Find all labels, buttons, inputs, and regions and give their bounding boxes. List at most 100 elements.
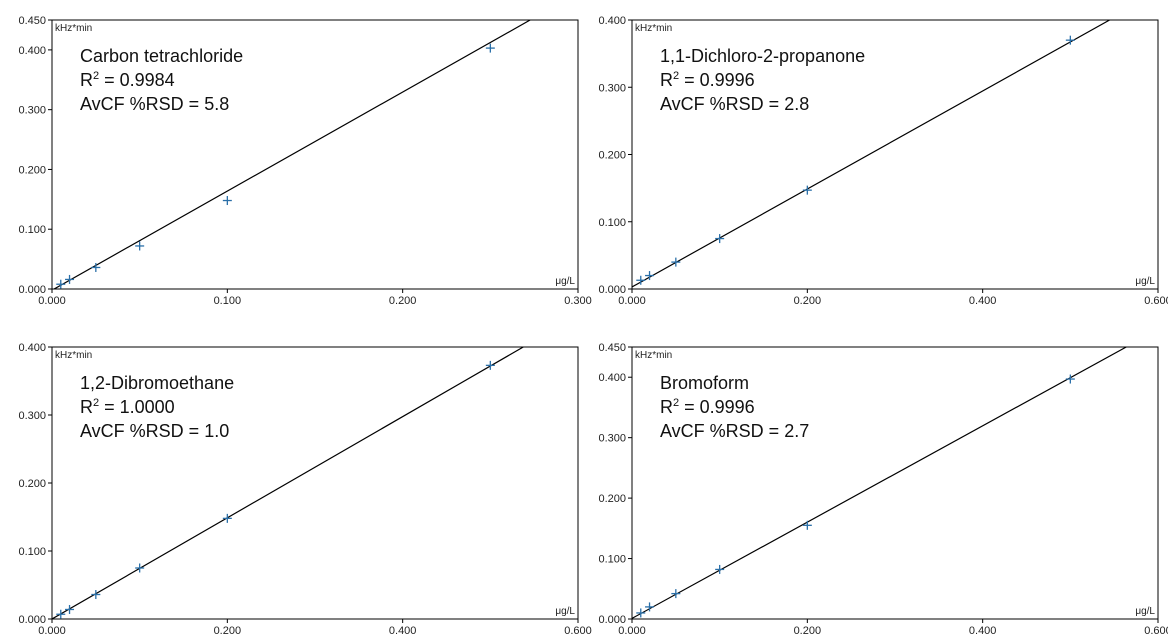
r-squared-value: = 1.0000 [99, 397, 175, 417]
y-tick-label: 0.400 [18, 342, 46, 354]
r-squared-text: R2 = 0.9984 [80, 70, 175, 90]
y-tick-label: 0.300 [598, 433, 626, 445]
r-squared-text: R2 = 0.9996 [660, 70, 755, 90]
data-point [56, 609, 66, 619]
y-tick-label: 0.100 [18, 224, 46, 236]
x-tick-label: 0.000 [38, 295, 66, 307]
data-point [802, 520, 812, 530]
y-tick-label: 0.000 [598, 614, 626, 626]
r-squared-value: = 0.9996 [679, 397, 755, 417]
chart-panel-2: 0.000 0.100 0.200 0.300 0.400 0.000 0.200 0.400… [598, 15, 1168, 307]
y-tick-label: 0.300 [18, 410, 46, 422]
x-tick-label: 0.400 [389, 625, 417, 637]
y-tick-label: 0.400 [598, 372, 626, 384]
x-axis-unit: μg/L [1135, 276, 1155, 287]
data-point [222, 513, 232, 523]
compound-name: Bromoform [660, 373, 749, 393]
y-tick-label: 0.400 [18, 45, 46, 57]
y-axis-unit: kHz*min [55, 350, 92, 361]
r-squared-superscript: 2 [673, 70, 679, 82]
data-point [91, 262, 101, 272]
y-tick-label: 0.200 [598, 150, 626, 162]
data-point [636, 608, 646, 618]
x-tick-label: 0.400 [969, 295, 997, 307]
r-squared-superscript: 2 [93, 397, 99, 409]
r-squared-label: R [660, 70, 673, 90]
plot-frame [51, 19, 579, 290]
y-tick-label: 0.450 [18, 15, 46, 27]
r-squared-text: R2 = 0.9996 [660, 397, 755, 417]
x-axis-unit: μg/L [1135, 606, 1155, 617]
x-tick-label: 0.600 [564, 625, 592, 637]
x-tick-label: 0.000 [618, 625, 646, 637]
data-point [715, 564, 725, 574]
data-point [485, 43, 495, 53]
r-squared-superscript: 2 [93, 70, 99, 82]
data-point [645, 271, 655, 281]
y-tick-label: 0.400 [598, 15, 626, 27]
r-squared-value: = 0.9996 [679, 70, 755, 90]
x-tick-label: 0.200 [389, 295, 417, 307]
data-point [715, 234, 725, 244]
fit-line [52, 20, 531, 289]
y-axis-unit: kHz*min [55, 23, 92, 34]
x-tick-label: 0.600 [1144, 625, 1168, 637]
fit-line [52, 347, 524, 619]
y-tick-label: 0.200 [18, 164, 46, 176]
data-point [1065, 374, 1075, 384]
r-squared-label: R [80, 397, 93, 417]
data-point [802, 185, 812, 195]
plot-frame [631, 346, 1159, 620]
y-tick-label: 0.200 [598, 493, 626, 505]
y-tick-label: 0.200 [18, 478, 46, 490]
y-tick-label: 0.000 [598, 284, 626, 296]
x-tick-label: 0.200 [214, 625, 242, 637]
rsd-text: AvCF %RSD = 2.7 [660, 421, 809, 441]
y-tick-label: 0.100 [598, 554, 626, 566]
x-tick-label: 0.200 [794, 625, 822, 637]
y-tick-label: 0.100 [18, 546, 46, 558]
compound-name: 1,1-Dichloro-2-propanone [660, 46, 865, 66]
data-point [671, 257, 681, 267]
y-tick-label: 0.300 [18, 105, 46, 117]
rsd-text: AvCF %RSD = 2.8 [660, 94, 809, 114]
data-point [671, 589, 681, 599]
x-tick-label: 0.300 [564, 295, 592, 307]
rsd-text: AvCF %RSD = 5.8 [80, 94, 229, 114]
compound-name: 1,2-Dibromoethane [80, 373, 234, 393]
data-point [1065, 35, 1075, 45]
fit-line [632, 347, 1127, 619]
x-tick-label: 0.100 [214, 295, 242, 307]
x-axis-unit: μg/L [555, 606, 575, 617]
r-squared-value: = 0.9984 [99, 70, 175, 90]
x-tick-label: 0.200 [794, 295, 822, 307]
chart-panel-1: 0.000 0.100 0.200 0.300 0.400 0.450 0.000 0.100… [18, 15, 591, 307]
r-squared-text: R2 = 1.0000 [80, 397, 175, 417]
y-axis-unit: kHz*min [635, 23, 672, 34]
data-point [636, 275, 646, 285]
r-squared-superscript: 2 [673, 397, 679, 409]
data-point [222, 196, 232, 206]
data-point [56, 279, 66, 289]
data-point [65, 274, 75, 284]
y-axis-unit: kHz*min [635, 350, 672, 361]
y-tick-label: 0.450 [598, 342, 626, 354]
x-tick-label: 0.000 [38, 625, 66, 637]
r-squared-label: R [80, 70, 93, 90]
chart-panel-4: 0.000 0.100 0.200 0.300 0.400 0.450 0.000 0.200… [598, 342, 1168, 637]
data-point [645, 602, 655, 612]
chart-panel-3: 0.000 0.100 0.200 0.300 0.400 0.000 0.200 0.400… [18, 342, 591, 637]
compound-name: Carbon tetrachloride [80, 46, 243, 66]
data-point [135, 241, 145, 251]
data-point [135, 563, 145, 573]
y-tick-label: 0.000 [18, 614, 46, 626]
x-tick-label: 0.000 [618, 295, 646, 307]
fit-line [632, 20, 1110, 288]
y-tick-label: 0.100 [598, 217, 626, 229]
data-point [65, 604, 75, 614]
y-tick-label: 0.000 [18, 284, 46, 296]
data-point [485, 360, 495, 370]
x-tick-label: 0.600 [1144, 295, 1168, 307]
x-axis-unit: μg/L [555, 276, 575, 287]
